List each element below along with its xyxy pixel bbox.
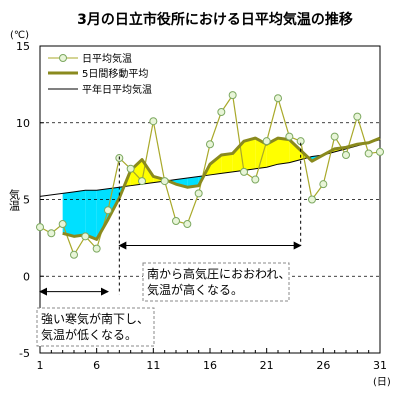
fill-above-normal [278, 138, 290, 165]
daily-mean-point [47, 229, 56, 238]
fill-below-normal [85, 190, 97, 240]
daily-mean-point [217, 108, 226, 117]
daily-mean-point [308, 195, 316, 204]
fill-below-normal [74, 190, 86, 237]
fill-above-normal [221, 153, 233, 174]
daily-mean-point [364, 149, 373, 158]
y-unit-label: (℃) [10, 30, 29, 41]
daily-mean-point [262, 137, 271, 146]
legend-swatch-daily-marker [59, 54, 67, 62]
daily-mean-point [376, 147, 384, 156]
daily-mean-point [160, 177, 169, 186]
y-tick-label: 15 [16, 40, 30, 53]
moving-average-line [62, 136, 381, 241]
x-tick-label: 31 [373, 359, 387, 372]
x-tick-label: 16 [203, 359, 217, 372]
daily-mean-point [240, 167, 248, 176]
fill-below-normal [96, 188, 108, 240]
fill-above-normal [210, 154, 222, 175]
daily-mean-point [126, 164, 135, 173]
daily-mean-point [36, 223, 44, 232]
legend-label-normal: 平年日平均気温 [82, 83, 152, 96]
fill-below-normal [187, 176, 199, 188]
annotations: 南から高気圧におおわれ、気温が高くなる。強い寒気が南下し、気温が低くなる。 [36, 142, 302, 347]
data-points [36, 91, 384, 259]
daily-mean-point [353, 112, 362, 121]
legend-label-moving-average: 5日間移動平均 [82, 67, 148, 80]
legend-label-daily: 日平均気温 [82, 52, 132, 65]
annotation-text-warm: 南から高気圧におおわれ、 [147, 266, 291, 281]
daily-mean-point [206, 140, 214, 149]
chart-title: 3月の日立市役所における日平均気温の推移 [77, 11, 353, 28]
annotation-text-cold: 強い寒気が南下し、 [41, 311, 149, 326]
x-tick-label: 21 [260, 359, 274, 372]
y-tick-label: -5 [19, 347, 30, 360]
daily-mean-point [194, 189, 203, 198]
daily-mean-point [172, 216, 180, 225]
daily-mean-point [342, 150, 350, 159]
daily-mean-point [70, 250, 78, 259]
fill-above-normal [255, 138, 267, 169]
y-tick-label: 0 [23, 270, 30, 283]
daily-mean-point [104, 206, 112, 215]
daily-mean-point [330, 132, 339, 141]
x-unit-label: (日) [373, 377, 391, 388]
x-tick-label: 26 [316, 359, 330, 372]
daily-mean-point [285, 132, 294, 141]
daily-mean-point [183, 220, 192, 229]
y-axis-label: 気温 [8, 188, 21, 211]
annotation-text-cold: 気温が低くなる。 [41, 327, 137, 342]
fill-above-normal [266, 138, 278, 168]
x-axis-ticks: 1 6 11 16 21 26 31 [37, 348, 387, 372]
legend: 日平均気温 5日間移動平均 平年日平均気温 [44, 50, 160, 100]
daily-mean-point [81, 232, 90, 241]
daily-mean-point [58, 220, 67, 229]
fill-above-normal [289, 139, 301, 163]
daily-mean-point [92, 244, 101, 253]
y-axis-ticks: -5 0 5 10 15 [16, 40, 44, 360]
y-tick-label: 10 [16, 117, 30, 130]
daily-mean-point [251, 175, 260, 184]
daily-mean-point [274, 94, 282, 103]
annotation-box-warm [142, 262, 290, 302]
x-tick-label: 11 [146, 359, 160, 372]
daily-mean-point [138, 177, 146, 186]
x-tick-label: 1 [37, 359, 44, 372]
fill-above-normal [244, 138, 256, 171]
daily-mean-point [149, 117, 158, 126]
x-tick-label: 6 [93, 359, 100, 372]
annotation-box-cold [36, 307, 155, 347]
y-tick-label: 5 [23, 194, 30, 207]
daily-mean-point [319, 180, 328, 189]
annotation-text-warm: 気温が高くなる。 [147, 282, 243, 297]
daily-mean-point [228, 91, 237, 100]
